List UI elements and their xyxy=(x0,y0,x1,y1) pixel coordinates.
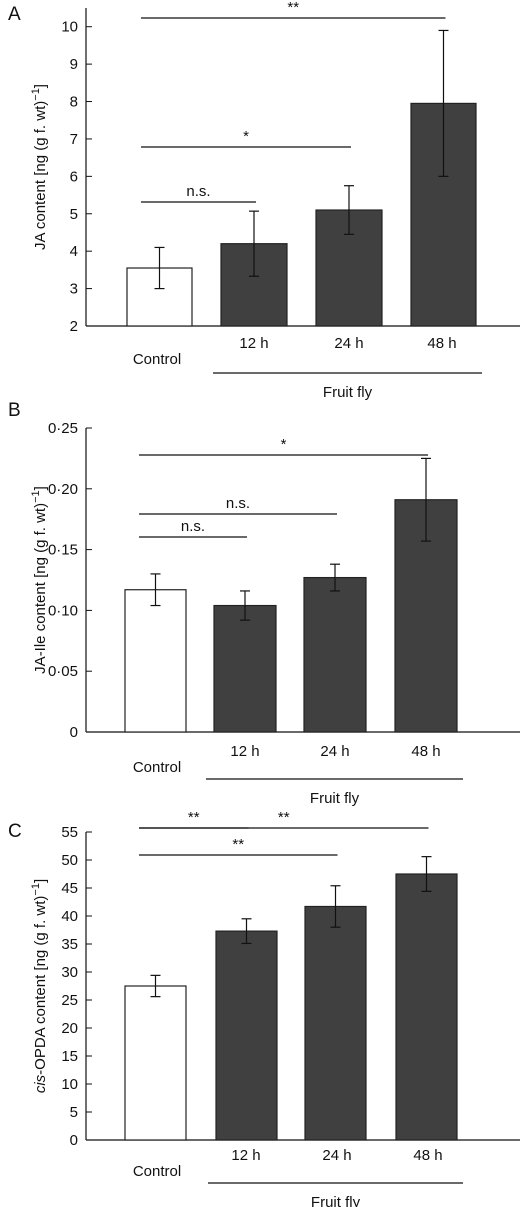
y-tick-label: 9 xyxy=(70,56,78,73)
y-tick-label: 0·25 xyxy=(48,420,78,437)
panel-letter: A xyxy=(8,4,21,25)
bar-0 xyxy=(124,985,187,1141)
y-tick-label: 0 xyxy=(70,724,78,741)
y-tick-label: 6 xyxy=(70,168,78,185)
chart-panel-a: A 2 3 4 5 6 7 8 9 10 JA content [ng (g f. wt)−1] Co… xyxy=(8,0,520,401)
category-label-1: 12 h xyxy=(239,335,268,352)
category-label-0: Control xyxy=(133,1163,181,1180)
category-label-3: 48 h xyxy=(427,335,456,352)
group-label: Fruit fly xyxy=(311,1194,361,1207)
significance-label-0: ** xyxy=(188,809,200,826)
significance-label-2: ** xyxy=(278,809,290,826)
significance-label-0: n.s. xyxy=(186,183,210,200)
y-tick-label: 10 xyxy=(61,1076,78,1093)
y-tick-label: 25 xyxy=(61,992,78,1009)
significance-label-2: * xyxy=(281,436,287,453)
category-label-1: 12 h xyxy=(231,1147,260,1164)
y-tick-label: 0·20 xyxy=(48,481,78,498)
y-tick-label: 2 xyxy=(70,318,78,335)
y-tick-label: 0·10 xyxy=(48,602,78,619)
y-tick-label: 40 xyxy=(61,908,78,925)
y-tick-label: 15 xyxy=(61,1048,78,1065)
significance-label-1: ** xyxy=(232,836,244,853)
bar-0 xyxy=(124,589,187,733)
panel-letter: B xyxy=(8,400,21,421)
category-label-2: 24 h xyxy=(334,335,363,352)
category-label-2: 24 h xyxy=(322,1147,351,1164)
y-axis-label: JA content [ng (g f. wt)−1] xyxy=(30,84,49,250)
y-tick-label: 5 xyxy=(70,1104,78,1121)
category-label-0: Control xyxy=(133,759,181,776)
bar-1 xyxy=(215,930,278,1141)
category-label-3: 48 h xyxy=(413,1147,442,1164)
y-tick-label: 5 xyxy=(70,206,78,223)
y-tick-label: 30 xyxy=(61,964,78,981)
significance-label-1: n.s. xyxy=(226,495,250,512)
y-tick-label: 55 xyxy=(61,824,78,841)
y-axis-label: JA-Ile content [ng (g f. wt)−1] xyxy=(30,486,49,674)
group-label: Fruit fly xyxy=(310,790,360,807)
category-label-1: 12 h xyxy=(230,743,259,760)
bar-3 xyxy=(395,873,458,1141)
category-label-0: Control xyxy=(133,351,181,368)
chart-panel-b: B 0 0·05 0·10 0·15 0·20 0·25 JA-Ile content [ng… xyxy=(8,400,520,807)
y-tick-label: 10 xyxy=(61,19,78,36)
bar-2 xyxy=(304,905,367,1141)
significance-label-2: ** xyxy=(287,0,299,16)
y-tick-label: 3 xyxy=(70,281,78,298)
y-tick-label: 4 xyxy=(70,243,78,260)
y-tick-label: 7 xyxy=(70,131,78,148)
chart-panel-c: C 0 5 10 15 20 25 30 35 40 45 50 55 cis-OPDA content … xyxy=(8,809,520,1207)
y-tick-label: 0 xyxy=(70,1132,78,1149)
bar-1 xyxy=(213,604,277,733)
significance-label-0: n.s. xyxy=(181,518,205,535)
y-tick-label: 0·05 xyxy=(48,663,78,680)
panel-letter: C xyxy=(8,821,22,842)
y-tick-label: 0·15 xyxy=(48,542,78,559)
bar-3 xyxy=(410,102,477,327)
y-axis-label: cis-OPDA content [ng (g f. wt)−1] xyxy=(30,879,49,1093)
y-tick-label: 20 xyxy=(61,1020,78,1037)
category-label-2: 24 h xyxy=(320,743,349,760)
y-tick-label: 35 xyxy=(61,936,78,953)
bar-2 xyxy=(303,576,367,733)
y-tick-label: 8 xyxy=(70,94,78,111)
y-tick-label: 50 xyxy=(61,852,78,869)
y-tick-label: 45 xyxy=(61,880,78,897)
category-label-3: 48 h xyxy=(411,743,440,760)
group-label: Fruit fly xyxy=(323,384,373,401)
significance-label-1: * xyxy=(243,128,249,145)
